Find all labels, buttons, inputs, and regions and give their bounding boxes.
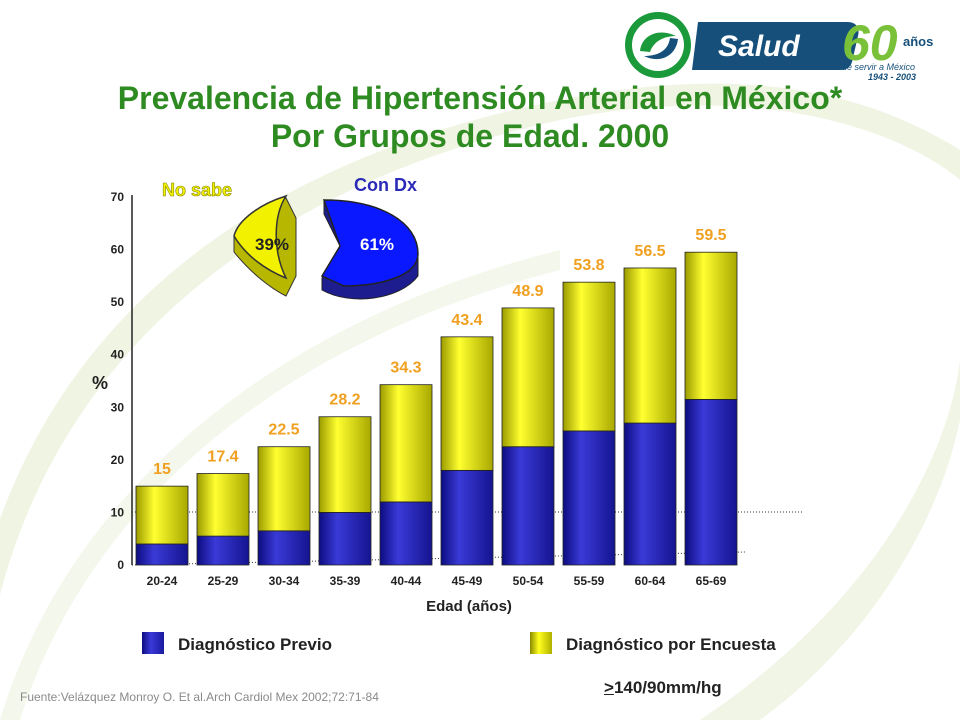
- x-tick-label: 20-24: [147, 574, 178, 588]
- bar-total-label: 15: [153, 461, 171, 478]
- logo-tagline: de servir a México: [842, 62, 915, 72]
- inset-pie-chart: 39% 61% No sabe Con Dx: [162, 175, 419, 300]
- x-tick-label: 25-29: [208, 574, 239, 588]
- legend-swatch-previo: [142, 632, 164, 654]
- bar-total-label: 28.2: [329, 392, 360, 409]
- logo-years: 1943 - 2003: [868, 72, 916, 82]
- bar-segment-diagnostico-previo: [501, 446, 555, 566]
- bar-total-label: 53.8: [573, 257, 604, 274]
- bar-segment-diagnostico-encuesta: [440, 336, 494, 471]
- bar-segment-diagnostico-previo: [257, 530, 311, 566]
- bar-segment-diagnostico-previo: [379, 501, 433, 566]
- bar-segment-diagnostico-encuesta: [135, 485, 189, 545]
- y-tick-label: 40: [111, 348, 125, 362]
- x-tick-label: 65-69: [696, 574, 727, 588]
- bar-total-label: 59.5: [695, 227, 726, 244]
- pie-slice-no-sabe: [233, 194, 288, 280]
- source-citation: Fuente:Velázquez Monroy O. Et al.Arch Ca…: [20, 690, 379, 704]
- y-tick-label: 0: [117, 558, 124, 572]
- y-tick-label: 60: [111, 243, 125, 257]
- legend-label-previo: Diagnóstico Previo: [178, 635, 332, 654]
- bar-total-label: 17.4: [207, 449, 238, 466]
- bar-segment-diagnostico-previo: [135, 543, 189, 566]
- bar-total-label: 22.5: [268, 422, 299, 439]
- bar-segment-diagnostico-encuesta: [318, 416, 372, 513]
- logo-brand-text: Salud: [718, 30, 800, 63]
- x-tick-label: 55-59: [574, 574, 605, 588]
- pie-legend-con-dx: Con Dx: [354, 175, 417, 195]
- bar-segment-diagnostico-previo: [196, 535, 250, 566]
- bar-segment-diagnostico-encuesta: [196, 473, 250, 537]
- pie-slice-con-dx: [320, 199, 419, 287]
- page-title-line2: Por Grupos de Edad. 2000: [270, 118, 670, 154]
- bar-segment-diagnostico-previo: [562, 430, 616, 566]
- bar-total-label: 43.4: [451, 312, 482, 329]
- x-tick-label: 50-54: [513, 574, 544, 588]
- pie-label-39: 39%: [255, 235, 289, 254]
- x-tick-label: 35-39: [330, 574, 361, 588]
- legend-label-encuesta: Diagnóstico por Encuesta: [566, 635, 776, 654]
- bar-segment-diagnostico-previo: [440, 469, 494, 566]
- x-tick-label: 30-34: [269, 574, 300, 588]
- bar-segment-diagnostico-previo: [623, 422, 677, 566]
- threshold-value: 140/90mm/hg: [613, 678, 722, 697]
- logo-60-text: 60: [842, 15, 898, 71]
- logo-anos-text: años: [903, 34, 933, 49]
- bar-segment-diagnostico-encuesta: [684, 251, 738, 400]
- bar-segment-diagnostico-previo: [684, 398, 738, 566]
- bar-segment-diagnostico-previo: [318, 512, 372, 566]
- pie-legend-no-sabe: No sabe: [162, 180, 232, 200]
- bar-segment-diagnostico-encuesta: [623, 267, 677, 424]
- y-tick-label: 70: [111, 190, 125, 204]
- bar-segment-diagnostico-encuesta: [562, 281, 616, 432]
- bar-segment-diagnostico-encuesta: [501, 307, 555, 448]
- bar-segment-diagnostico-encuesta: [379, 384, 433, 503]
- bar-segment-diagnostico-encuesta: [257, 446, 311, 532]
- pie-label-61: 61%: [360, 235, 394, 254]
- bar-total-label: 56.5: [634, 243, 665, 260]
- y-tick-label: 10: [111, 505, 125, 519]
- bar-total-label: 48.9: [512, 283, 543, 300]
- x-tick-label: 40-44: [391, 574, 422, 588]
- x-tick-label: 60-64: [635, 574, 666, 588]
- bar-total-label: 34.3: [390, 360, 421, 377]
- y-tick-label: 20: [111, 453, 125, 467]
- y-tick-label: 50: [111, 295, 125, 309]
- y-axis-label: %: [92, 373, 108, 393]
- x-tick-label: 45-49: [452, 574, 483, 588]
- salud-logo: Salud 60 años de servir a México 1943 - …: [625, 12, 933, 82]
- x-axis-label: Edad (años): [426, 598, 512, 615]
- threshold-ge-symbol: >: [604, 678, 614, 697]
- y-tick-label: 30: [111, 400, 125, 414]
- threshold-note: >140/90mm/hg: [604, 678, 722, 698]
- page-title-line1: Prevalencia de Hipertensión Arterial en …: [117, 80, 843, 116]
- legend-swatch-encuesta: [530, 632, 552, 654]
